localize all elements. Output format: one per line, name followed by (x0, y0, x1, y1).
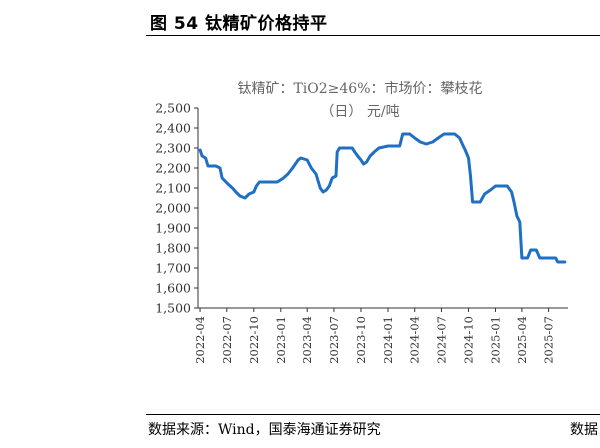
x-tick-label: 2022-04 (193, 316, 207, 364)
y-tick-label: 1,800 (155, 241, 191, 256)
x-tick-label: 2025-01 (488, 316, 502, 364)
y-tick-label: 2,300 (155, 141, 191, 156)
x-tick-label: 2024-10 (461, 316, 475, 364)
x-tick-label: 2025-07 (542, 316, 556, 364)
x-tick-label: 2024-01 (381, 316, 395, 364)
source-note: 数据来源：Wind，国泰海通证券研究 (148, 422, 381, 438)
y-tick-label: 1,700 (155, 261, 191, 276)
x-tick-label: 2024-04 (408, 316, 422, 364)
y-tick-label: 2,000 (155, 201, 191, 216)
x-tick-label: 2022-07 (220, 316, 234, 364)
y-tick-label: 1,900 (155, 221, 191, 236)
y-tick-label: 1,500 (155, 301, 191, 316)
title-divider (146, 35, 600, 36)
source-divider (146, 414, 600, 415)
y-tick-label: 2,100 (155, 181, 191, 196)
x-tick-label: 2023-01 (274, 316, 288, 364)
x-axis: 2022-04 2022-07 2022-10 2023-01 2023-04 2023-… (193, 307, 568, 364)
series-line (198, 132, 567, 264)
y-tick-label: 1,600 (155, 281, 191, 296)
chart-title-line1: 钛精矿：TiO2≥46%：市场价：攀枝花 (237, 80, 482, 97)
x-tick-label: 2022-10 (247, 316, 261, 364)
y-tick-label: 2,200 (155, 161, 191, 176)
y-axis: 1,500 1,600 1,700 1,800 1,900 2,000 2,100 2,200… (155, 101, 199, 316)
chart-title-line2: （日） 元/吨 (320, 104, 399, 120)
x-tick-label: 2024-07 (434, 316, 448, 364)
y-tick-label: 2,400 (155, 121, 191, 136)
x-tick-label: 2025-04 (515, 316, 529, 364)
x-tick-label: 2023-10 (354, 316, 368, 364)
y-tick-label: 2,500 (155, 101, 191, 116)
plot-area (198, 132, 567, 264)
x-tick-label: 2023-04 (300, 316, 314, 364)
x-tick-label: 2023-07 (327, 316, 341, 364)
source-note-cut: 数据 (570, 422, 598, 438)
figure-title: 图 54 钛精矿价格持平 (150, 14, 328, 34)
